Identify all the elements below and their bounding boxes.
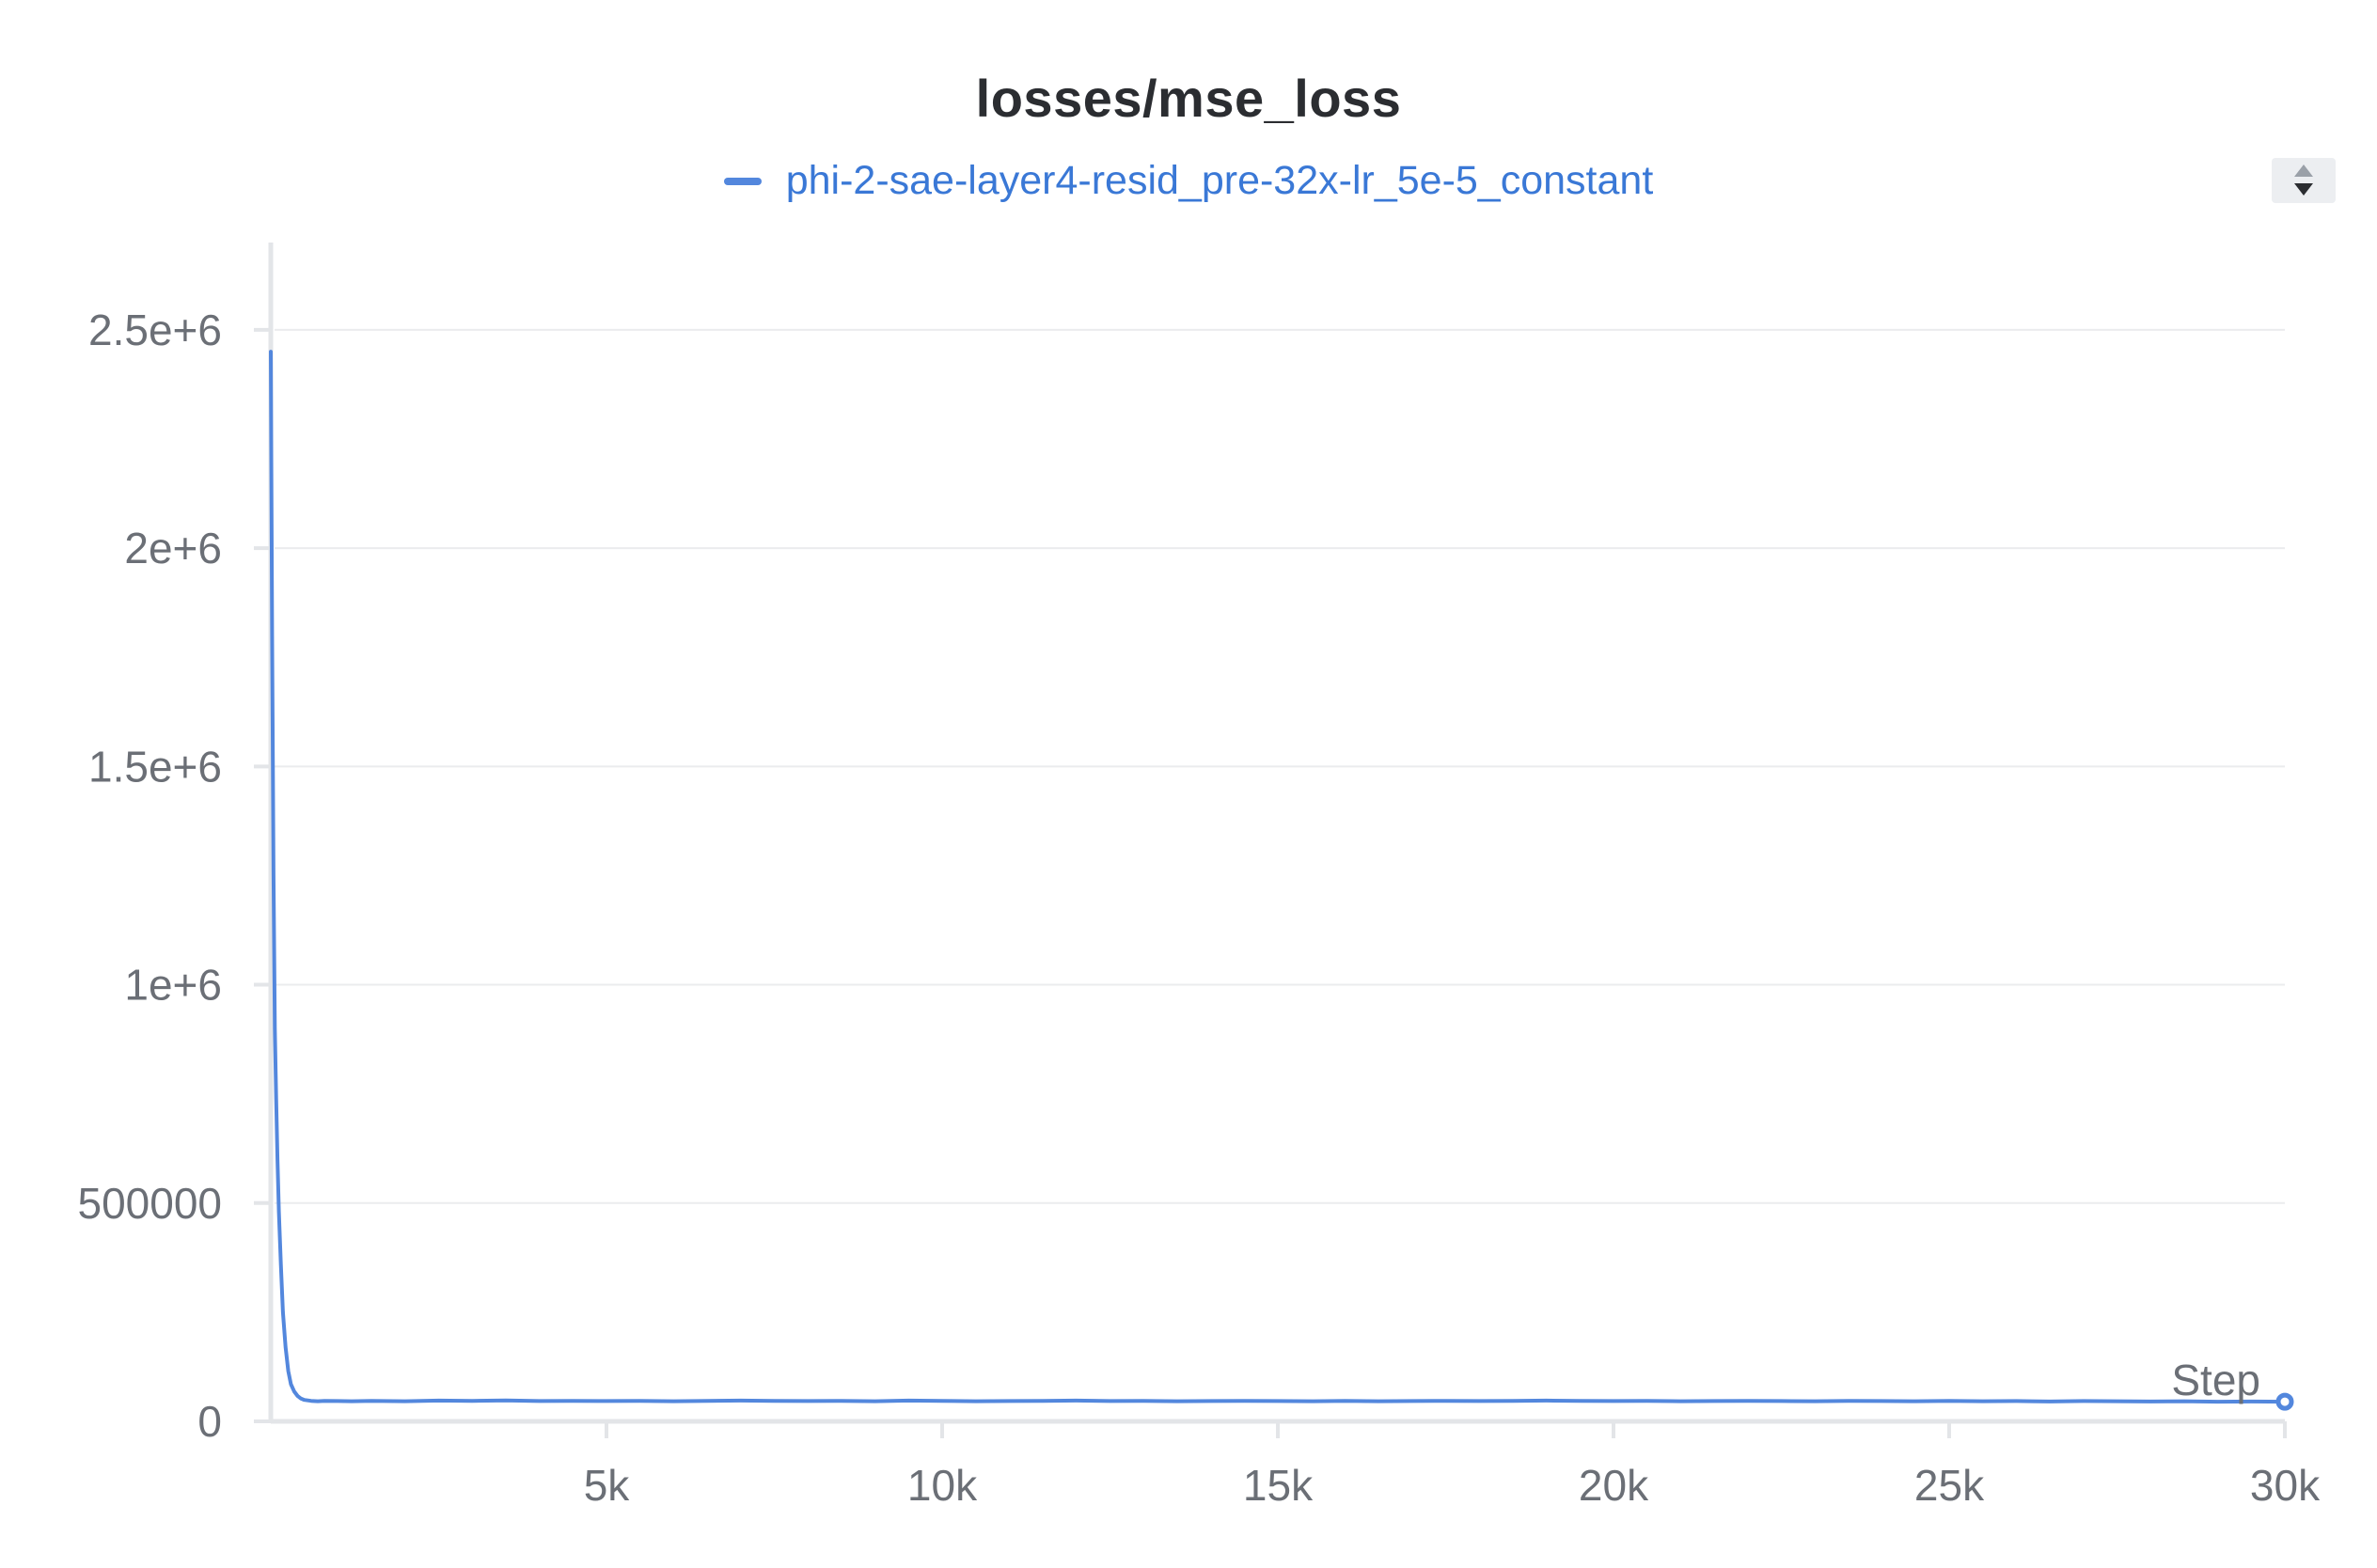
- y-tick-label: 1e+6: [124, 961, 222, 1010]
- legend-scroll-control[interactable]: [2272, 158, 2336, 203]
- series-line[interactable]: [269, 350, 2287, 1404]
- legend-swatch: [723, 177, 762, 185]
- x-tick-label: 5k: [584, 1461, 631, 1510]
- x-tick-label: 20k: [1579, 1461, 1649, 1510]
- y-tick-label: 1.5e+6: [88, 742, 222, 791]
- legend-item[interactable]: phi-2-sae-layer4-resid_pre-32x-lr_5e-5_c…: [723, 158, 1654, 204]
- y-tick-label: 2.5e+6: [88, 306, 222, 354]
- y-ticks: 0 500000 1e+6 1.5e+6 2e+6 2.5e+6: [78, 306, 271, 1446]
- chart-title: losses/mse_loss: [975, 69, 1402, 128]
- x-axis-label: Step: [2171, 1356, 2260, 1404]
- y-tick-label: 2e+6: [124, 524, 222, 572]
- x-ticks: 5k 10k 15k 20k 25k 30k: [584, 1421, 2321, 1510]
- x-tick-label: 30k: [2250, 1461, 2321, 1510]
- y-tick-label: 500000: [78, 1179, 223, 1228]
- legend: phi-2-sae-layer4-resid_pre-32x-lr_5e-5_c…: [0, 158, 2377, 204]
- series: [269, 350, 2294, 1411]
- caret-down-icon[interactable]: [2294, 183, 2313, 196]
- x-tick-label: 10k: [907, 1461, 978, 1510]
- caret-up-icon[interactable]: [2294, 165, 2313, 177]
- y-tick-label: 0: [197, 1397, 222, 1446]
- x-tick-label: 15k: [1243, 1461, 1314, 1510]
- grid-lines: [275, 328, 2285, 1204]
- legend-label: phi-2-sae-layer4-resid_pre-32x-lr_5e-5_c…: [785, 158, 1654, 203]
- x-tick-label: 25k: [1914, 1461, 1985, 1510]
- axes: [268, 243, 2285, 1424]
- series-end-point[interactable]: [2275, 1392, 2294, 1411]
